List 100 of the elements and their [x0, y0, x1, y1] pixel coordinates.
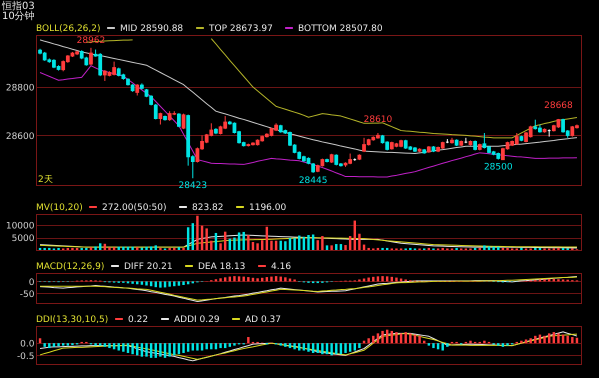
bar	[200, 343, 204, 351]
bar	[428, 343, 430, 346]
bar	[367, 338, 370, 344]
bar	[557, 333, 560, 344]
bar	[543, 336, 546, 344]
bar	[340, 343, 342, 354]
bar	[348, 236, 352, 250]
bar	[390, 330, 394, 344]
bar	[247, 235, 250, 250]
bar	[233, 238, 236, 250]
bar	[362, 244, 366, 250]
legend-label: DEA 18.13	[198, 262, 246, 272]
legend-label: 823.82	[192, 203, 224, 213]
annotation: 28445	[298, 176, 328, 186]
bar	[173, 343, 176, 356]
annotation: 28423	[178, 181, 208, 192]
bar	[335, 343, 338, 354]
bar	[122, 246, 125, 250]
bar	[524, 339, 528, 344]
annotation: 28668	[544, 100, 574, 111]
bar	[150, 246, 152, 250]
bar	[205, 343, 208, 350]
bar	[418, 336, 421, 344]
bar	[442, 343, 444, 351]
y-tick-label: -50	[20, 290, 35, 300]
bar	[436, 343, 440, 350]
bar	[483, 340, 486, 344]
y-tick-label: 0.0	[20, 340, 35, 350]
bar	[136, 343, 138, 356]
bar	[131, 343, 134, 354]
bar	[497, 246, 500, 250]
bar	[154, 245, 157, 250]
bar	[210, 343, 213, 350]
bar	[228, 238, 232, 250]
legend-label: BOTTOM 28507.80	[298, 24, 383, 34]
bar	[330, 245, 333, 250]
bar	[302, 343, 306, 351]
bar	[118, 343, 120, 351]
bar	[186, 343, 190, 352]
bar	[358, 343, 361, 348]
bar	[38, 338, 42, 344]
bar	[90, 247, 92, 250]
legend-label: DIFF 20.21	[124, 262, 173, 272]
bar	[205, 228, 208, 250]
bar	[224, 232, 226, 250]
bar	[576, 338, 578, 344]
bar	[372, 336, 375, 344]
bar	[362, 340, 366, 344]
bar	[112, 343, 116, 350]
chart-subtitle: 10分钟	[2, 10, 35, 22]
bar	[94, 246, 97, 250]
bar	[210, 240, 213, 250]
candlestick	[182, 113, 186, 130]
bar	[196, 216, 199, 250]
bar	[43, 343, 46, 347]
bar	[219, 343, 222, 348]
bar	[354, 220, 356, 250]
bar	[414, 334, 416, 344]
bar	[280, 240, 282, 250]
bar	[48, 343, 51, 348]
bar	[57, 343, 60, 346]
legend-label: 4.16	[271, 262, 292, 272]
bar	[446, 343, 449, 347]
legend-label: MID 28590.88	[120, 24, 184, 34]
legend-label: 272.00(50:50)	[102, 203, 166, 213]
bar	[566, 336, 569, 344]
annotation: 2天	[38, 174, 53, 185]
bar	[136, 247, 138, 250]
y-tick-label: 28600	[6, 132, 35, 142]
candlestick	[89, 47, 93, 66]
annotation: 28500	[484, 162, 513, 173]
bar	[159, 343, 162, 357]
bar	[571, 337, 574, 344]
bar	[400, 333, 402, 344]
chart-title: 恒指03	[1, 0, 35, 12]
bar	[562, 334, 564, 344]
bar	[52, 343, 56, 347]
bar	[321, 236, 324, 250]
bar	[104, 343, 106, 347]
legend-label: ADDI 0.29	[174, 315, 220, 325]
bar	[104, 244, 106, 250]
bar	[131, 246, 134, 250]
bar	[214, 232, 218, 250]
y-tick-label: 0	[28, 278, 35, 288]
bar	[502, 343, 504, 347]
bar	[358, 234, 361, 250]
legend-label: 0.22	[128, 315, 148, 325]
bar	[256, 243, 259, 250]
bar	[492, 246, 495, 250]
bar	[122, 343, 125, 352]
candlestick	[330, 153, 334, 164]
bar	[335, 244, 338, 250]
y-tick-label: 10000	[6, 222, 35, 232]
candlestick	[514, 132, 519, 146]
bar	[266, 226, 268, 250]
bar	[293, 238, 296, 250]
bar	[118, 246, 120, 250]
bar	[348, 343, 352, 352]
bar	[284, 343, 287, 347]
bar	[483, 245, 486, 250]
